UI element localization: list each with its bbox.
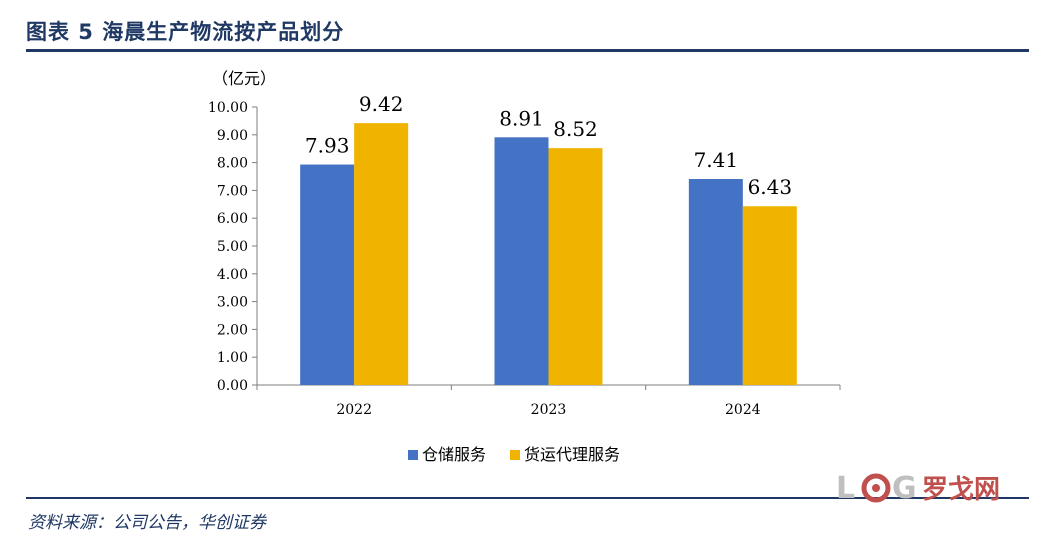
title-rule bbox=[26, 49, 1029, 52]
source-note: 资料来源：公司公告，华创证券 bbox=[28, 513, 266, 533]
svg-text:罗戈网: 罗戈网 bbox=[922, 475, 1000, 505]
svg-text:L: L bbox=[836, 471, 855, 506]
y-tick-label: 5.00 bbox=[217, 239, 248, 255]
y-tick-label: 0.00 bbox=[217, 378, 248, 394]
bar bbox=[300, 164, 355, 385]
legend-label: 货运代理服务 bbox=[524, 445, 620, 464]
y-tick-label: 1.00 bbox=[217, 350, 248, 366]
y-tick-label: 9.00 bbox=[217, 128, 248, 144]
bar bbox=[742, 206, 797, 385]
bar bbox=[688, 179, 743, 385]
watermark-logo: L G 罗戈网 bbox=[836, 471, 1000, 506]
data-label: 8.52 bbox=[553, 117, 598, 141]
figure-title: 图表 5 海晨生产物流按产品划分 bbox=[26, 20, 345, 44]
y-tick-label: 2.00 bbox=[217, 322, 248, 338]
footer-rule bbox=[26, 497, 1029, 499]
y-axis-label: （亿元） bbox=[212, 69, 276, 88]
legend-swatch bbox=[510, 450, 520, 460]
bar bbox=[354, 123, 409, 386]
data-label: 7.93 bbox=[305, 134, 350, 158]
x-tick-label: 2024 bbox=[725, 402, 761, 418]
bar bbox=[494, 137, 549, 385]
bar-chart: （亿元） 0.00 1.00 2.00 3.00 4.00 5.00 6.00 7.00 8.00… bbox=[208, 69, 841, 464]
y-tick-label: 7.00 bbox=[217, 183, 248, 199]
legend-swatch bbox=[408, 450, 418, 460]
svg-text:G: G bbox=[892, 471, 917, 506]
y-tick-label: 10.00 bbox=[208, 100, 248, 116]
y-tick-label: 8.00 bbox=[217, 156, 248, 172]
data-label: 6.43 bbox=[748, 175, 793, 199]
x-tick-label: 2022 bbox=[336, 402, 372, 418]
data-label: 8.91 bbox=[499, 106, 544, 130]
y-tick-label: 3.00 bbox=[217, 295, 248, 311]
data-label: 9.42 bbox=[359, 92, 404, 116]
y-tick-label: 6.00 bbox=[217, 211, 248, 227]
legend-label: 仓储服务 bbox=[422, 445, 486, 464]
y-tick-label: 4.00 bbox=[217, 267, 248, 283]
x-tick-label: 2023 bbox=[531, 402, 567, 418]
bar bbox=[548, 148, 603, 385]
data-label: 7.41 bbox=[694, 148, 739, 172]
